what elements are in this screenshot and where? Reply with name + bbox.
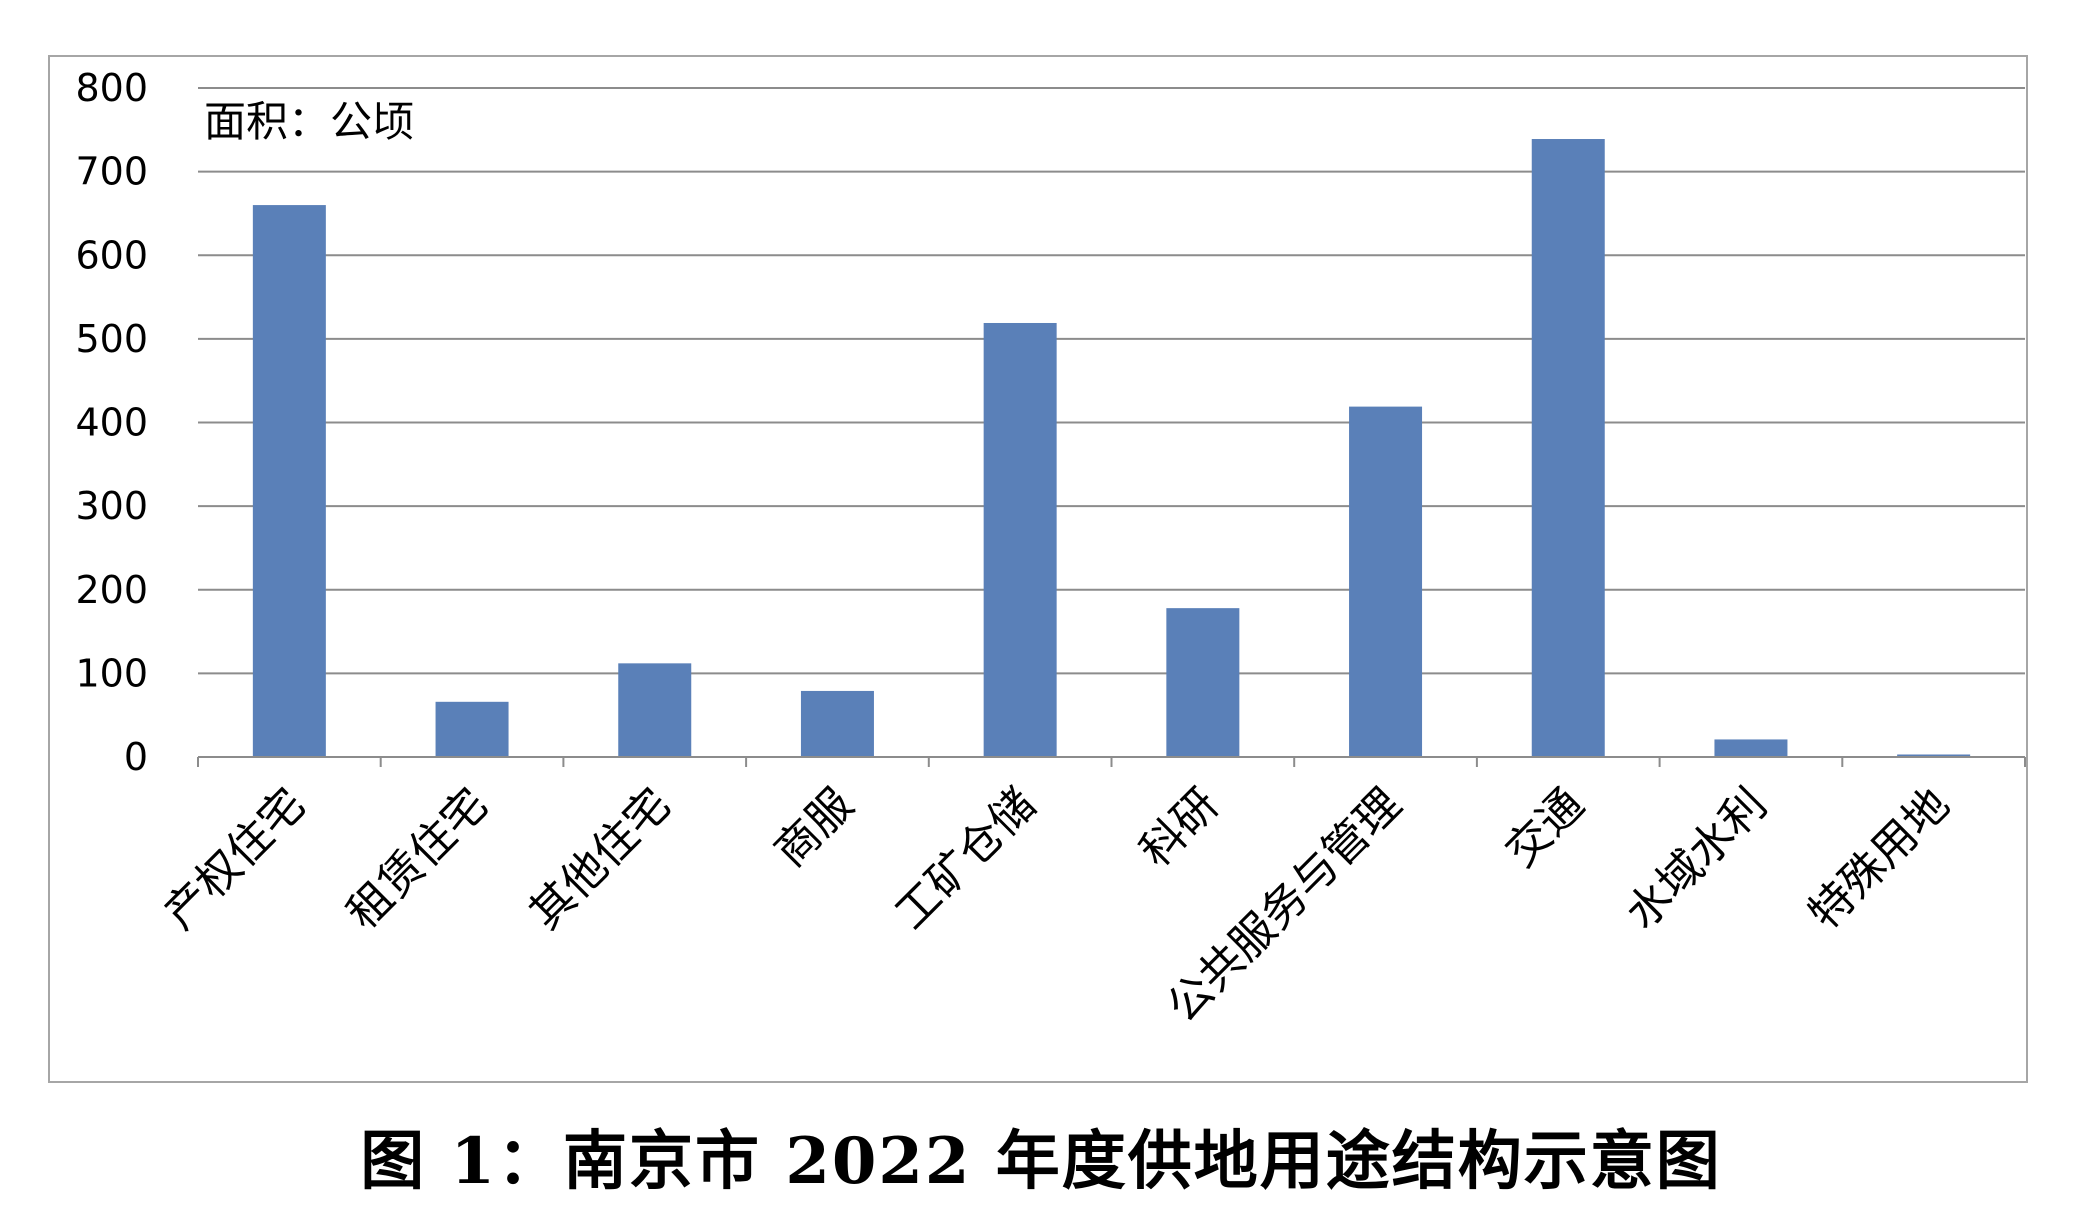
x-category-label: 产权住宅 [155, 779, 316, 940]
x-category-label: 交通 [1496, 779, 1594, 877]
y-tick-label: 0 [124, 735, 148, 779]
bar [1714, 739, 1788, 757]
bar [1531, 139, 1605, 758]
y-tick-label: 300 [75, 484, 148, 528]
y-tick-label: 200 [75, 568, 148, 612]
unit-label: 面积：公顷 [204, 97, 414, 146]
bar [1897, 754, 1971, 757]
x-category-label: 其他住宅 [520, 779, 681, 940]
y-tick-label: 700 [75, 150, 148, 194]
y-tick-label: 400 [75, 401, 148, 445]
y-tick-label: 500 [75, 317, 148, 361]
figure-caption: 图 1：南京市 2022 年度供地用途结构示意图 [360, 1124, 1722, 1199]
bar [800, 690, 874, 757]
y-tick-label: 800 [75, 66, 148, 110]
x-category-label: 特殊用地 [1799, 779, 1960, 940]
x-category-label: 工矿仓储 [885, 779, 1046, 940]
bar [983, 322, 1057, 757]
bar [252, 205, 326, 757]
bar [435, 701, 509, 757]
y-tick-label: 100 [75, 651, 148, 695]
x-category-label: 科研 [1130, 779, 1228, 877]
y-tick-label: 600 [75, 233, 148, 277]
bar [1166, 608, 1240, 757]
x-category-label: 商服 [765, 779, 863, 877]
bar [1349, 406, 1423, 757]
bar [618, 663, 692, 757]
x-category-label: 水域水利 [1616, 779, 1777, 940]
x-category-label: 租赁住宅 [337, 779, 498, 940]
